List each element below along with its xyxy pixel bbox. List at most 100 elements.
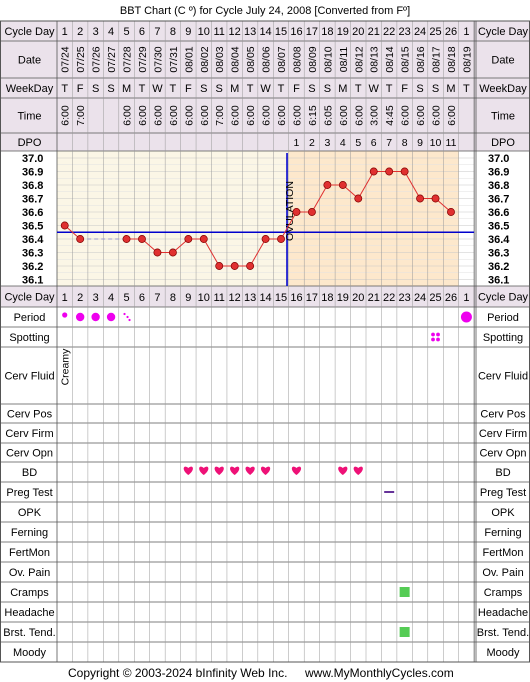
- cycle-day-cell: 2: [77, 292, 83, 304]
- cycle-day-cell: 26: [445, 292, 457, 304]
- weekday-cell: S: [107, 83, 114, 95]
- date-cell: 08/18: [446, 46, 458, 72]
- header-row-bg: [0, 98, 530, 133]
- temp-axis-label-right: 36.5: [488, 221, 509, 233]
- temp-axis-label: 36.2: [22, 261, 43, 273]
- row-label-right-cerv-firm: Cerv Firm: [479, 428, 527, 440]
- cycle-day-cell: 11: [214, 292, 225, 304]
- temp-point[interactable]: [168, 248, 177, 257]
- dpo-cell: 6: [371, 137, 377, 149]
- date-cell: 08/14: [384, 46, 396, 72]
- period-mark: [75, 312, 85, 322]
- date-cell: 08/13: [369, 46, 381, 72]
- time-cell: 7:00: [214, 105, 226, 126]
- temp-point[interactable]: [215, 262, 224, 270]
- cycle-day-cell: 24: [414, 292, 426, 304]
- temp-point[interactable]: [416, 194, 425, 203]
- row-label-right-dpo: DPO: [491, 137, 515, 149]
- row-label-cerv-pos: Cerv Pos: [7, 409, 53, 421]
- temp-axis-label: 36.9: [22, 167, 43, 179]
- temp-line-segment: [280, 211, 297, 240]
- cycle-day-cell: 6: [139, 26, 145, 38]
- period-spotting-dot: [126, 315, 129, 319]
- bd-heart-icon: [260, 466, 271, 475]
- spotting-mark: [431, 332, 435, 337]
- cycle-day-cell: 22: [383, 292, 395, 304]
- cycle-day-cell: 24: [414, 26, 426, 38]
- temp-axis-label-right: 36.9: [488, 167, 509, 179]
- temp-point[interactable]: [153, 248, 162, 257]
- temp-point[interactable]: [76, 235, 85, 243]
- temp-point[interactable]: [323, 181, 332, 189]
- weekday-cell: S: [416, 83, 423, 95]
- temp-point[interactable]: [307, 208, 316, 216]
- cycle-day-cell: 16: [290, 292, 302, 304]
- cycle-day-cell: 20: [352, 292, 364, 304]
- temp-point[interactable]: [184, 235, 193, 243]
- row-label-right-weekday: WeekDay: [479, 83, 527, 95]
- temp-point[interactable]: [292, 208, 301, 216]
- time-cell: 6:00: [152, 105, 164, 126]
- cycle-day-cell: 18: [321, 292, 333, 304]
- row-label-period: Period: [14, 312, 46, 324]
- row-label-cycle-day: Cycle Day: [4, 26, 55, 38]
- temp-line-segment: [249, 238, 267, 267]
- temp-point[interactable]: [369, 167, 378, 176]
- weekday-cell: S: [308, 83, 315, 95]
- cycle-day-cell: 9: [185, 26, 191, 38]
- cycle-day-cell: 7: [154, 292, 160, 304]
- cycle-day-cell: 4: [108, 292, 114, 304]
- temp-point[interactable]: [261, 235, 270, 243]
- cycle-day-cell: 20: [352, 26, 364, 38]
- time-cell: 6:15: [307, 105, 319, 126]
- row-label-right-spotting: Spotting: [483, 332, 523, 344]
- temp-point[interactable]: [431, 194, 440, 203]
- temp-axis-label: 36.8: [22, 180, 43, 192]
- period-mark: [91, 312, 100, 322]
- row-label-preg-test: Preg Test: [6, 487, 52, 499]
- cycle-day-cell: 23: [399, 26, 411, 38]
- cycle-day-cell: 10: [198, 292, 210, 304]
- time-cell: 4:45: [384, 105, 396, 126]
- bd-heart-icon: [183, 466, 193, 475]
- weekday-cell: M: [122, 83, 131, 95]
- temp-point[interactable]: [385, 167, 394, 176]
- row-label-dpo: DPO: [18, 137, 42, 149]
- temp-point[interactable]: [230, 262, 239, 270]
- date-cell: 08/03: [214, 46, 226, 72]
- temp-point[interactable]: [447, 208, 455, 216]
- cycle-day-cell: 4: [108, 26, 114, 38]
- temp-axis-label: 36.1: [22, 275, 43, 287]
- time-cell: 6:00: [60, 105, 72, 126]
- temp-point[interactable]: [60, 221, 69, 230]
- weekday-cell: T: [61, 83, 68, 95]
- cycle-day-cell: 10: [198, 26, 210, 38]
- temp-point[interactable]: [277, 235, 285, 243]
- temp-axis-label-right: 36.4: [488, 234, 510, 246]
- temp-point[interactable]: [199, 235, 208, 243]
- temp-line-segment: [311, 184, 328, 213]
- date-cell: 07/28: [122, 46, 134, 72]
- time-cell: 6:00: [400, 105, 412, 126]
- cycle-day-cell: 1: [463, 292, 469, 304]
- time-cell: 6:00: [415, 105, 427, 126]
- row-label-right-cramps: Cramps: [484, 587, 523, 599]
- weekday-cell: T: [139, 83, 146, 95]
- row-label-brst-tend: Brst. Tend.: [3, 627, 55, 639]
- temp-point[interactable]: [338, 181, 347, 189]
- site-link[interactable]: www.MyMonthlyCycles.com: [304, 666, 454, 680]
- temp-point[interactable]: [122, 235, 131, 243]
- weekday-cell: F: [401, 83, 408, 95]
- cycle-day-cell: 15: [275, 26, 287, 38]
- temp-point[interactable]: [246, 262, 255, 270]
- date-cell: 08/05: [245, 46, 257, 72]
- temp-point[interactable]: [400, 167, 409, 176]
- period-mark: [460, 311, 472, 323]
- temp-point[interactable]: [138, 235, 146, 243]
- date-cell: 08/12: [353, 46, 365, 72]
- cycle-day-cell: 3: [93, 26, 99, 38]
- weekday-cell: W: [152, 83, 163, 95]
- row-label-spotting: Spotting: [9, 332, 49, 344]
- temp-point[interactable]: [354, 194, 363, 203]
- row-label-bd: BD: [22, 467, 37, 479]
